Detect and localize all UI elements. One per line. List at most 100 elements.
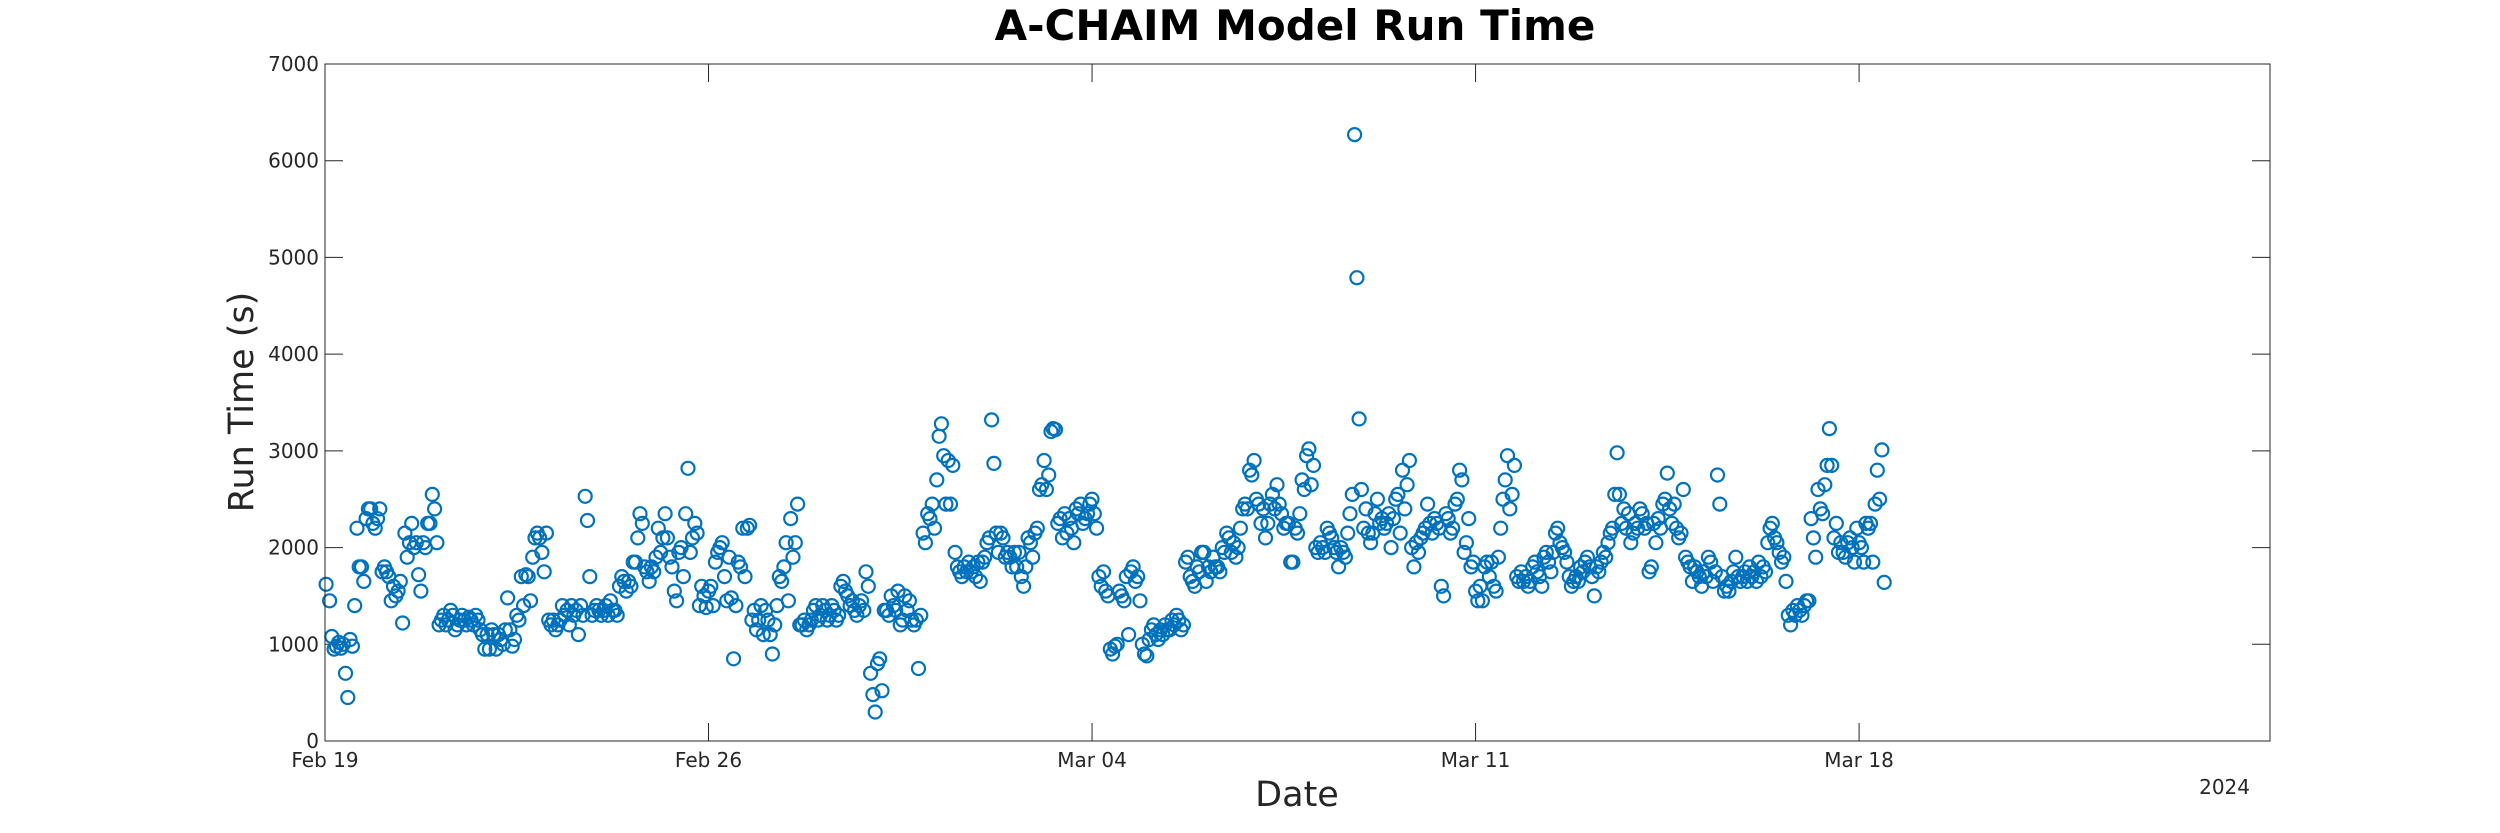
data-point: [1771, 544, 1787, 561]
data-point: [872, 651, 888, 667]
y-tick-label: 0: [306, 729, 319, 753]
data-point: [1257, 530, 1274, 546]
data-point: [657, 506, 673, 522]
data-point: [1776, 549, 1792, 565]
data-point: [337, 665, 354, 681]
data-point: [897, 588, 913, 604]
data-point: [1130, 568, 1146, 585]
data-point: [1445, 520, 1461, 536]
data-point: [1269, 477, 1285, 493]
data-point: [1394, 462, 1411, 478]
data-point: [1041, 467, 1057, 483]
data-point: [1556, 544, 1573, 561]
data-point: [609, 607, 625, 623]
data-point: [1675, 481, 1691, 498]
data-point: [1504, 486, 1520, 502]
x-axis-year-label: 2024: [2199, 775, 2250, 799]
data-point: [470, 612, 486, 628]
data-point: [1808, 549, 1824, 565]
data-point: [383, 593, 399, 609]
data-point: [1246, 452, 1262, 469]
data-point: [1301, 441, 1317, 457]
data-point: [511, 612, 527, 628]
data-point: [1805, 530, 1822, 546]
data-point: [1856, 554, 1872, 570]
data-point: [1289, 525, 1306, 541]
data-point: [687, 515, 703, 532]
data-point: [500, 590, 516, 606]
data-point: [392, 573, 408, 590]
data-point: [1824, 457, 1840, 473]
data-point: [1712, 496, 1728, 512]
data-point: [1538, 544, 1554, 561]
data-point: [520, 568, 536, 585]
x-tick-label: Mar 18: [1824, 748, 1894, 772]
data-point: [1419, 496, 1436, 512]
data-point: [1034, 477, 1050, 493]
data-point: [716, 568, 733, 585]
data-point: [1534, 578, 1550, 594]
data-point: [776, 559, 792, 575]
data-point: [634, 515, 650, 532]
data-point: [867, 704, 883, 720]
data-point: [1753, 568, 1769, 585]
data-point: [1497, 472, 1513, 488]
data-point: [404, 515, 420, 532]
data-point: [1346, 127, 1363, 143]
data-point: [865, 686, 881, 703]
y-tick-label: 7000: [268, 52, 319, 76]
data-point: [908, 612, 924, 628]
data-point: [659, 530, 676, 546]
x-axis-label: Date: [1255, 775, 1339, 815]
y-axis-label: Run Time (s): [222, 292, 262, 513]
data-point: [929, 472, 945, 488]
data-point: [942, 496, 959, 512]
data-point: [707, 554, 724, 570]
data-point: [340, 689, 356, 706]
data-point: [1262, 496, 1278, 512]
data-point: [835, 573, 851, 590]
data-point: [1136, 646, 1153, 662]
data-point: [1109, 636, 1125, 652]
data-point: [1769, 535, 1785, 551]
data-point: [675, 568, 692, 585]
data-point: [1383, 539, 1399, 556]
data-point: [347, 597, 363, 614]
data-point: [1006, 544, 1023, 561]
data-point: [1107, 638, 1123, 654]
data-point: [705, 597, 721, 614]
data-point: [1433, 578, 1449, 594]
data-point: [664, 559, 680, 575]
data-point: [1351, 411, 1367, 427]
data-point: [755, 626, 771, 643]
data-point: [714, 535, 730, 551]
data-point: [356, 573, 372, 590]
y-tick-label: 1000: [268, 632, 319, 656]
data-point: [413, 583, 429, 599]
chart-title: A-CHAIM Model Run Time: [995, 1, 1596, 50]
data-point: [933, 416, 950, 432]
data-point: [977, 549, 993, 565]
data-point: [477, 641, 493, 657]
data-point: [1778, 573, 1794, 590]
data-point: [1865, 554, 1881, 570]
data-point: [1340, 525, 1356, 541]
data-point: [1015, 578, 1032, 594]
data-point: [1559, 554, 1575, 570]
data-point: [1458, 535, 1475, 551]
data-point: [668, 593, 685, 609]
data-point: [862, 665, 879, 681]
data-point: [639, 564, 655, 580]
data-point: [1362, 535, 1379, 551]
data-point: [342, 631, 358, 648]
y-tick-label: 3000: [268, 439, 319, 463]
data-point: [910, 660, 927, 677]
data-point: [1819, 457, 1835, 473]
data-point: [1091, 568, 1107, 585]
data-point: [427, 501, 443, 517]
data-point: [1253, 515, 1269, 532]
data-point: [698, 599, 714, 616]
data-point: [1011, 544, 1027, 561]
data-point: [1874, 442, 1890, 458]
data-point: [536, 564, 552, 580]
